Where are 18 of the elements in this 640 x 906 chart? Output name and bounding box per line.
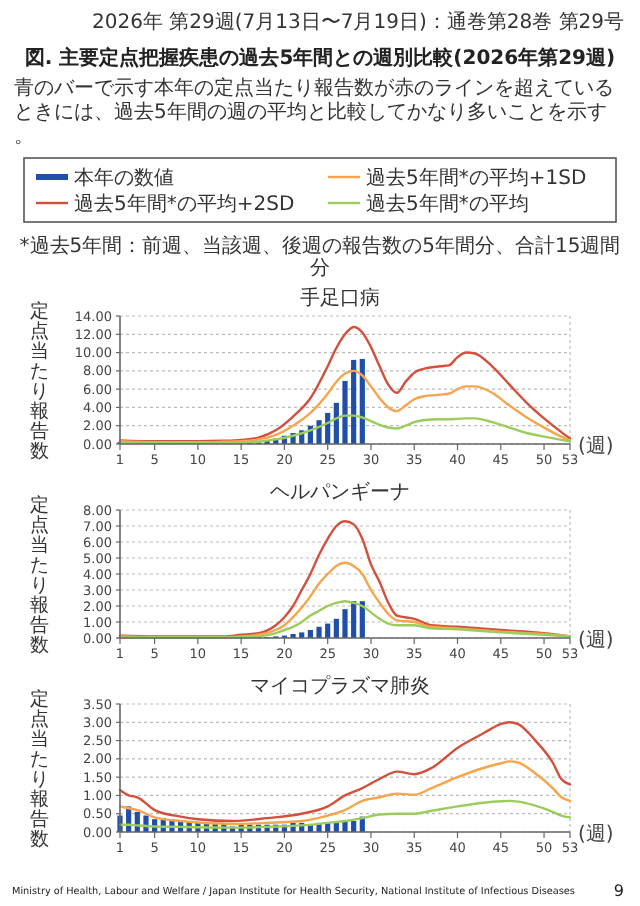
y-axis-title: 定点当たり報告数: [30, 687, 50, 851]
chart-title: マイコプラズマ肺炎: [250, 674, 430, 698]
legend-label: 過去5年間*の平均+2SD: [74, 192, 295, 216]
text: 2026年 第29週(7月13日〜7月19日)：通巻第28巻 第29号: [92, 10, 624, 34]
legend-label: 過去5年間*の平均+1SD: [366, 166, 587, 190]
text: 図. 主要定点把握疾患の過去5年間との週別比較(2026年第29週): [24, 46, 616, 70]
text: *過去5年間：前週、当該週、後週の報告数の5年間分、合計15週間分: [19, 234, 621, 280]
legend-label: 過去5年間*の平均: [366, 192, 529, 216]
chart-title: ヘルパンギーナ: [270, 480, 410, 504]
y-axis-title: 定点当たり報告数: [30, 299, 50, 463]
y-axis-title: 定点当たり報告数: [30, 493, 50, 657]
x-axis-title: (週): [578, 436, 614, 458]
text: 青のバーで示す本年の定点当たり報告数が赤のラインを超えているときには、過去5年間の週の平均と比較してかなり多いことを示す。: [14, 76, 614, 148]
text: 9: [613, 882, 624, 900]
x-axis-title: (週): [578, 630, 614, 652]
legend-label: 本年の数値: [74, 166, 174, 190]
x-axis-title: (週): [578, 824, 614, 846]
chart-title: 手足口病: [300, 286, 380, 310]
